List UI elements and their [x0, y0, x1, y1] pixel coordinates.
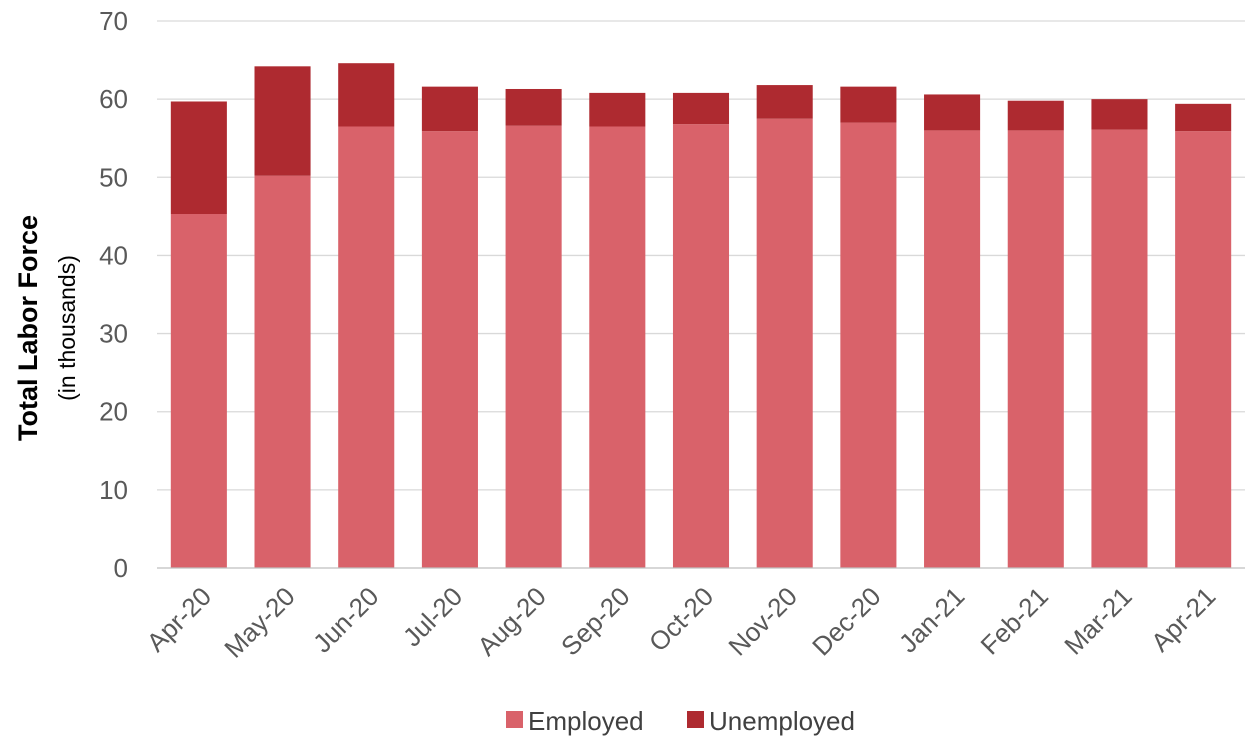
bar-unemployed-dec-20 — [840, 86, 897, 123]
bar-unemployed-apr-21 — [1175, 103, 1232, 132]
legend-swatch-employed — [506, 711, 523, 728]
bar-unemployed-apr-20 — [170, 101, 227, 215]
bar-unemployed-may-20 — [254, 66, 311, 176]
bar-unemployed-sep-20 — [589, 92, 646, 127]
bars — [170, 63, 1232, 569]
bar-employed-may-20 — [254, 175, 311, 569]
y-tick-label: 70 — [99, 6, 128, 36]
x-tick-label: May-20 — [218, 581, 301, 664]
bar-unemployed-mar-21 — [1091, 99, 1148, 130]
y-axis-label: Total Labor Force — [13, 215, 43, 441]
y-tick-label: 40 — [99, 240, 128, 270]
bar-employed-apr-21 — [1175, 131, 1232, 568]
y-tick-label: 0 — [114, 553, 128, 583]
x-tick-label: Feb-21 — [975, 581, 1054, 660]
x-tick-label: Apr-20 — [141, 581, 217, 657]
legend-swatch-unemployed — [687, 711, 704, 728]
legend-label-employed: Employed — [528, 706, 644, 736]
y-tick-label: 60 — [99, 84, 128, 114]
bar-employed-jan-21 — [924, 130, 981, 568]
x-tick-label: Mar-21 — [1058, 581, 1137, 660]
bar-unemployed-nov-20 — [756, 85, 813, 119]
bar-unemployed-oct-20 — [672, 92, 730, 125]
x-tick-label: Aug-20 — [471, 581, 551, 661]
bar-unemployed-jun-20 — [338, 63, 395, 127]
y-axis-sublabel: (in thousands) — [54, 255, 80, 401]
bar-employed-jun-20 — [338, 126, 395, 568]
y-tick-label: 50 — [99, 162, 128, 192]
x-tick-label: Nov-20 — [722, 581, 802, 661]
bar-employed-sep-20 — [589, 126, 646, 568]
y-tick-label: 20 — [99, 397, 128, 427]
bar-employed-feb-21 — [1007, 130, 1064, 568]
x-tick-label: Oct-20 — [643, 581, 719, 657]
bar-unemployed-feb-21 — [1007, 100, 1064, 131]
bar-unemployed-jul-20 — [421, 86, 478, 132]
legend-label-unemployed: Unemployed — [709, 706, 855, 736]
bar-unemployed-aug-20 — [505, 88, 562, 126]
bar-employed-apr-20 — [170, 214, 227, 568]
x-tick-label: Apr-21 — [1145, 581, 1221, 657]
bar-employed-jul-20 — [421, 131, 478, 568]
bar-employed-mar-21 — [1091, 129, 1148, 568]
bar-employed-dec-20 — [840, 122, 897, 568]
x-tick-label: Sep-20 — [555, 581, 635, 661]
x-tick-label: Jan-21 — [893, 581, 970, 658]
y-tick-label: 10 — [99, 475, 128, 505]
y-axis-title: Total Labor Force (in thousands) — [13, 215, 80, 441]
bar-employed-aug-20 — [505, 125, 562, 568]
x-tick-label: Dec-20 — [806, 581, 886, 661]
x-tick-label: Jul-20 — [397, 581, 468, 652]
bar-unemployed-jan-21 — [924, 94, 981, 131]
y-tick-label: 30 — [99, 319, 128, 349]
bar-employed-nov-20 — [756, 118, 813, 568]
x-tick-label: Jun-20 — [307, 581, 384, 658]
legend: Employed Unemployed — [506, 706, 855, 736]
bar-employed-oct-20 — [672, 124, 730, 569]
